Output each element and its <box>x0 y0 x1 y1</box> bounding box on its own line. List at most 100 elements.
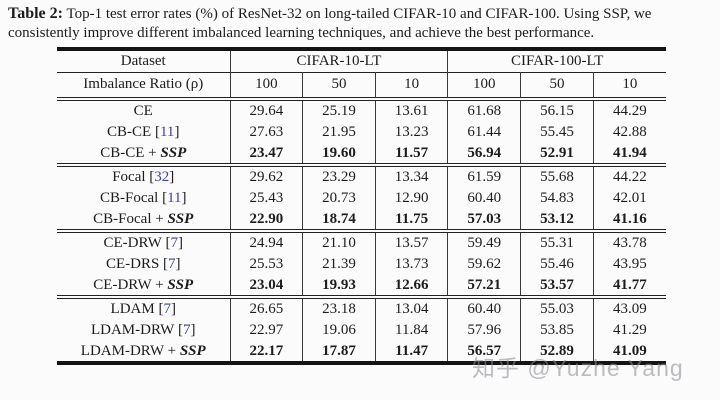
error-rate-cell: 21.95 <box>302 121 376 143</box>
error-rate-cell: 56.57 <box>447 341 521 363</box>
ssp-label: SSP <box>167 210 194 227</box>
error-rate-cell: 61.68 <box>447 99 521 121</box>
citation-ref: [7] <box>161 234 184 251</box>
header-group-cifar10: CIFAR-10-LT <box>229 49 448 72</box>
citation-number: 7 <box>168 255 176 272</box>
error-rate-cell: 53.57 <box>520 275 594 297</box>
error-rate-cell: 26.65 <box>229 297 303 319</box>
table-row: CE-DRW [7] 24.94 21.10 13.57 59.49 55.31 43.78 <box>57 231 666 253</box>
citation-number: 32 <box>154 168 170 185</box>
caption-label: Table 2: <box>8 5 63 22</box>
error-rate-cell: 55.68 <box>520 165 594 187</box>
table-caption: Table 2: Top-1 test error rates (%) of R… <box>8 5 714 42</box>
table-row: CB-CE + SSP 23.47 19.60 11.57 56.94 52.91 41.9… <box>57 143 666 165</box>
error-rate-cell: 12.90 <box>374 187 448 209</box>
ssp-label: SSP <box>160 144 187 161</box>
method-label: Focal [32] <box>112 168 175 185</box>
error-rate-cell: 19.60 <box>302 143 376 165</box>
error-rate-cell: 61.59 <box>447 165 521 187</box>
error-rate-cell: 11.75 <box>374 209 448 231</box>
citation-ref: [7] <box>159 255 181 272</box>
error-rate-cell: 42.01 <box>592 187 666 209</box>
error-rate-cell: 11.47 <box>374 341 448 363</box>
error-rate-cell: 13.73 <box>374 253 448 275</box>
error-rate-cell: 24.94 <box>229 231 303 253</box>
error-rate-cell: 53.85 <box>520 319 594 341</box>
error-rate-cell: 52.91 <box>520 143 594 165</box>
table-row: CB-Focal [11] 25.43 20.73 12.90 60.40 54.83 42… <box>57 187 666 209</box>
table-row: LDAM-DRW [7] 22.97 19.06 11.84 57.96 53.85 41.… <box>57 319 666 341</box>
citation-number: 7 <box>183 321 191 338</box>
table-row: LDAM [7] 26.65 23.18 13.04 60.40 55.03 43.09 <box>57 297 666 319</box>
error-rate-cell: 17.87 <box>302 341 376 363</box>
header-row-dataset: Dataset CIFAR-10-LT CIFAR-100-LT <box>57 49 666 72</box>
error-rate-cell: 22.90 <box>229 209 303 231</box>
error-rate-cell: 44.29 <box>592 99 666 121</box>
error-rate-cell: 59.49 <box>447 231 521 253</box>
citation-ref: [32] <box>145 168 175 185</box>
error-rate-cell: 57.21 <box>447 275 521 297</box>
citation-number: 11 <box>159 123 175 140</box>
table-header: Dataset CIFAR-10-LT CIFAR-100-LT Imbalan… <box>57 49 666 99</box>
error-rate-cell: 53.12 <box>520 209 594 231</box>
table-block-focal: Focal [32] 29.62 23.29 13.34 61.59 55.68 44.22… <box>57 165 666 231</box>
error-rate-cell: 41.94 <box>592 143 666 165</box>
table-block-ldam: LDAM [7] 26.65 23.18 13.04 60.40 55.03 43.09 LD… <box>57 297 666 363</box>
watermark: 知乎 @Yuzhe Yang <box>472 355 684 381</box>
error-rate-cell: 23.47 <box>229 143 303 165</box>
error-rate-cell: 13.57 <box>374 231 448 253</box>
error-rate-cell: 23.29 <box>302 165 376 187</box>
error-rate-cell: 59.62 <box>447 253 521 275</box>
citation-ref: [7] <box>154 300 176 317</box>
error-rate-cell: 22.17 <box>229 341 303 363</box>
error-rate-cell: 12.66 <box>374 275 448 297</box>
method-label: CB-Focal + SSP <box>93 210 194 227</box>
error-rate-cell: 60.40 <box>447 297 521 319</box>
table-block-ce: CE 29.64 25.19 13.61 61.68 56.15 44.29 CB-CE [1… <box>57 99 666 165</box>
method-label: CB-Focal [11] <box>99 189 187 206</box>
method-label: LDAM [7] <box>110 300 176 317</box>
error-rate-cell: 52.89 <box>520 341 594 363</box>
error-rate-cell: 11.84 <box>374 319 448 341</box>
error-rate-cell: 43.78 <box>592 231 666 253</box>
header-row-imbalance-ratio: Imbalance Ratio (ρ) 100 50 10 100 50 10 <box>57 72 666 99</box>
header-imbalance-ratio: Imbalance Ratio (ρ) <box>83 76 204 93</box>
error-rate-cell: 19.06 <box>302 319 376 341</box>
header-ratio-value: 100 <box>229 72 303 99</box>
error-rate-cell: 55.46 <box>520 253 594 275</box>
error-rate-cell: 41.16 <box>592 209 666 231</box>
header-dataset: Dataset <box>120 52 166 69</box>
error-rate-cell: 25.43 <box>229 187 303 209</box>
citation-ref: [11] <box>158 189 187 206</box>
table-row: CE-DRS [7] 25.53 21.39 13.73 59.62 55.46 43.95 <box>57 253 666 275</box>
error-rate-cell: 23.18 <box>302 297 376 319</box>
error-rate-cell: 19.93 <box>302 275 376 297</box>
method-label: CB-CE [11] <box>107 123 180 140</box>
error-rate-cell: 55.45 <box>520 121 594 143</box>
header-ratio-value: 50 <box>302 72 376 99</box>
error-rate-cell: 13.34 <box>374 165 448 187</box>
method-label: LDAM-DRW + SSP <box>80 342 206 359</box>
error-rate-cell: 61.44 <box>447 121 521 143</box>
error-rate-cell: 13.23 <box>374 121 448 143</box>
error-rate-cell: 57.03 <box>447 209 521 231</box>
error-rate-cell: 20.73 <box>302 187 376 209</box>
table-row: Focal [32] 29.62 23.29 13.34 61.59 55.68 44.22 <box>57 165 666 187</box>
citation-number: 7 <box>170 234 179 251</box>
table-block-drw: CE-DRW [7] 24.94 21.10 13.57 59.49 55.31 43.78… <box>57 231 666 297</box>
error-rate-cell: 25.53 <box>229 253 303 275</box>
error-rate-cell: 13.61 <box>374 99 448 121</box>
header-ratio-value: 50 <box>520 72 594 99</box>
error-rate-cell: 41.09 <box>592 341 666 363</box>
table-row: CE 29.64 25.19 13.61 61.68 56.15 44.29 <box>57 99 666 121</box>
error-rate-cell: 41.77 <box>592 275 666 297</box>
error-rate-cell: 54.83 <box>520 187 594 209</box>
citation-number: 11 <box>167 189 182 206</box>
error-rate-cell: 29.62 <box>229 165 303 187</box>
table-row: CB-CE [11] 27.63 21.95 13.23 61.44 55.45 42.88 <box>57 121 666 143</box>
table-row: CB-Focal + SSP 22.90 18.74 11.75 57.03 53.12 4… <box>57 209 666 231</box>
ssp-label: SSP <box>179 342 206 359</box>
error-rate-cell: 43.09 <box>592 297 666 319</box>
method-label: CE-DRS [7] <box>105 255 181 272</box>
method-label: CE-DRW + SSP <box>93 276 194 293</box>
